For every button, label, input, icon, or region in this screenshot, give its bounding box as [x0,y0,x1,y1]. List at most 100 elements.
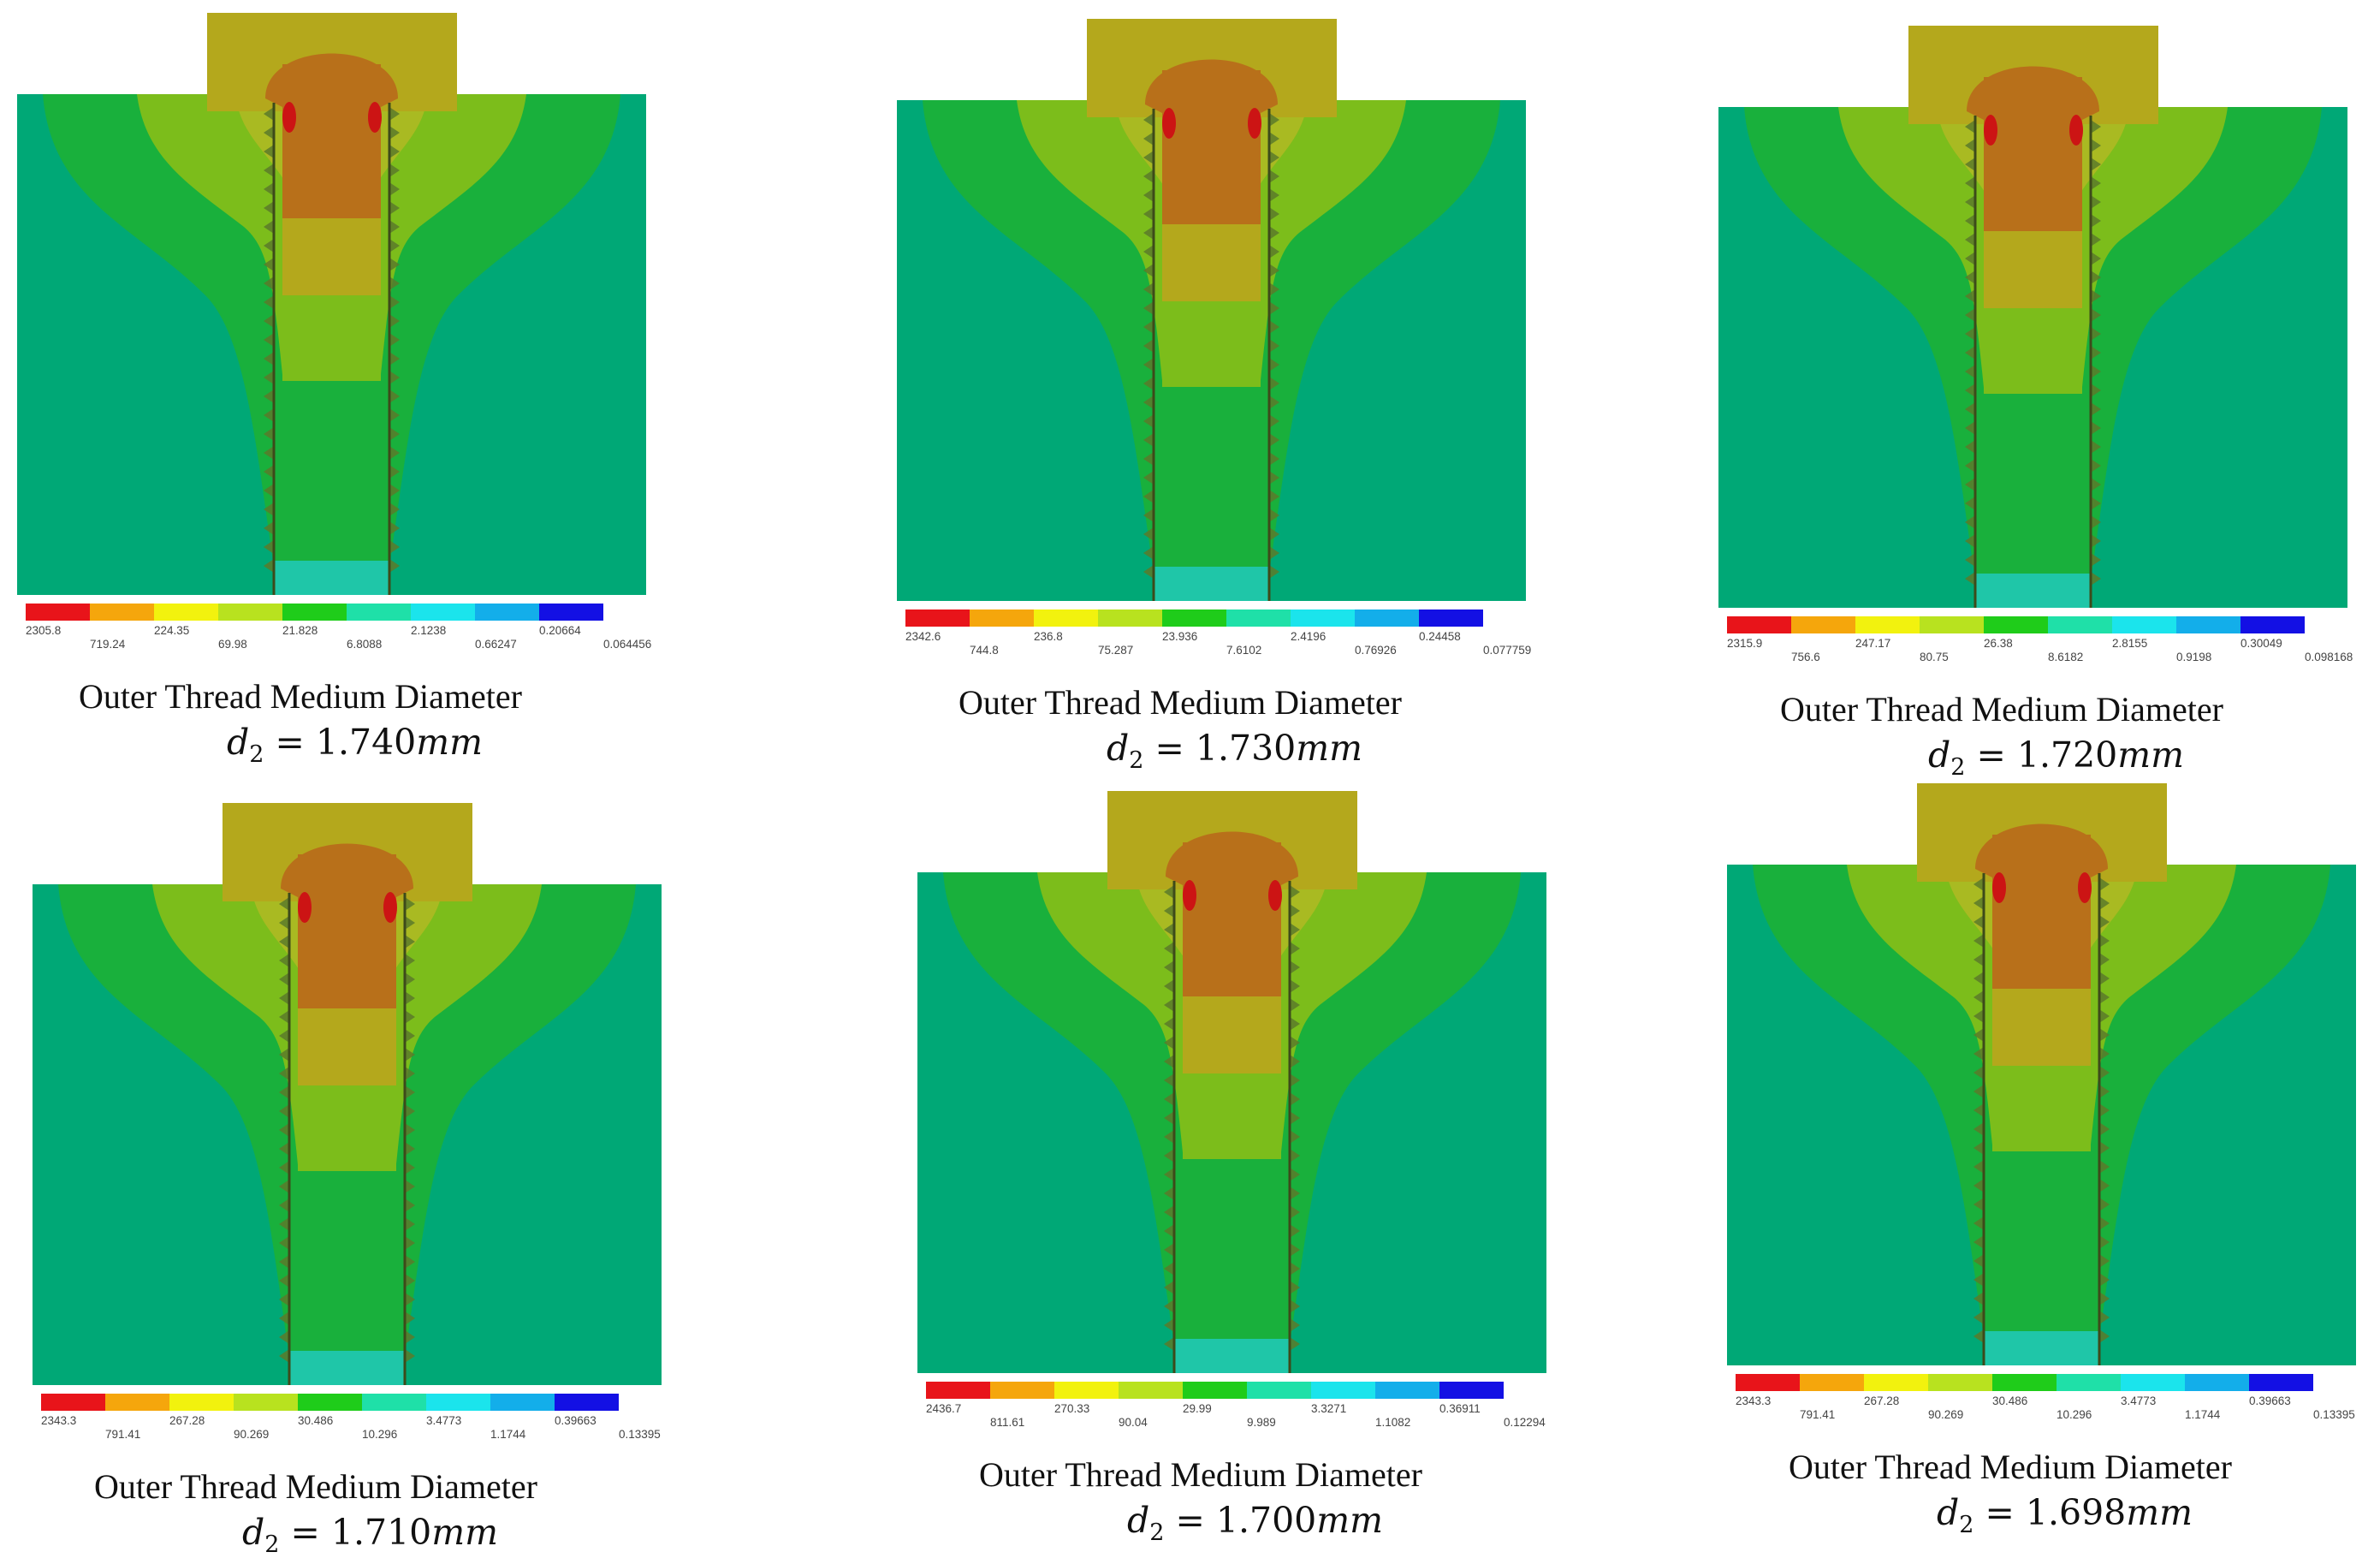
contour-panel-3: 2315.9 247.17 26.38 2.8155 0.30049 756.6 80.75… [1718,26,2353,781]
legend-label: 0.39663 [2249,1394,2291,1407]
legend-swatch [2121,1374,2185,1391]
stress-hotspot [2069,115,2083,146]
legend-label: 2343.3 [1736,1394,1771,1407]
screw-core-top [265,53,398,107]
legend-swatch [1183,1382,1247,1399]
legend-swatch [1375,1382,1439,1399]
legend-label: 75.287 [1098,644,1133,657]
screw-shaft-band [1984,308,2082,394]
stress-hotspot [282,102,296,133]
legend-label: 2315.9 [1727,637,1762,650]
legend-label: 719.24 [90,638,126,651]
legend-label: 2.4196 [1291,630,1326,643]
legend-swatch [1800,1374,1864,1391]
stress-hotspot [1183,880,1196,911]
legend-swatch [1727,616,1791,633]
legend-label: 791.41 [1800,1408,1835,1421]
stress-contour-plot: 2343.3 267.28 30.486 3.4773 0.39663 791.41 90.… [33,803,662,1441]
legend-swatch [539,604,603,621]
legend-swatch [1992,1374,2057,1391]
legend-label: 2436.7 [926,1402,961,1415]
color-legend: 2315.9 247.17 26.38 2.8155 0.30049 756.6 80.75… [1727,616,2353,663]
stress-hotspot [383,892,397,923]
color-legend: 2343.3 267.28 30.486 3.4773 0.39663 791.41 90.… [1736,1374,2355,1421]
screw-core-top [1975,824,2108,877]
screw-core-top [281,843,413,897]
legend-label: 2305.8 [26,624,61,637]
screw-core-top [1145,59,1278,113]
screw-shaft-band [1992,1151,2091,1263]
screw-shaft-band [1984,394,2082,505]
legend-label: 3.4773 [2121,1394,2156,1407]
legend-label: 0.9198 [2176,651,2211,663]
legend-swatch [926,1382,990,1399]
color-legend: 2305.8 224.35 21.828 2.1238 0.20664 719.24 69.… [26,604,651,651]
legend-swatch [1311,1382,1375,1399]
screw-tip [1975,574,2091,608]
legend-swatch [2249,1374,2313,1391]
legend-swatch [362,1394,426,1411]
color-legend: 2342.6 236.8 23.936 2.4196 0.24458 744.8 75.28… [905,610,1531,657]
legend-label: 90.269 [1928,1408,1963,1421]
legend-swatch [1791,616,1855,633]
stress-hotspot [1992,872,2006,903]
legend-swatch [1291,610,1355,627]
legend-label: 0.24458 [1419,630,1461,643]
legend-label: 744.8 [970,644,999,657]
color-legend: 2436.7 270.33 29.99 3.3271 0.36911 811.61 90.0… [926,1382,1546,1429]
screw-shaft-band [1183,1270,1281,1339]
legend-label: 0.13395 [619,1428,661,1441]
screw-shaft-band [1992,1066,2091,1151]
legend-label: 224.35 [154,624,189,637]
legend-swatch [1736,1374,1800,1391]
screw-shaft-band [1992,1263,2091,1331]
contour-panel-2: 2342.6 236.8 23.936 2.4196 0.24458 744.8 75.28… [897,19,1531,774]
screw-shaft-band [298,1171,396,1282]
screw-shaft-band [1162,224,1261,301]
legend-label: 267.28 [1864,1394,1899,1407]
stress-contour-plot: 2342.6 236.8 23.936 2.4196 0.24458 744.8 75.28… [897,19,1531,657]
caption-title: Outer Thread Medium Diameter [1780,690,2223,728]
legend-swatch [234,1394,298,1411]
legend-label: 26.38 [1984,637,2013,650]
caption-title: Outer Thread Medium Diameter [79,677,522,716]
screw-shaft-band [1984,231,2082,308]
screw-tip [1154,567,1269,601]
diameter-value: 1.710 [330,1512,432,1553]
screw-shaft-band [1162,387,1261,498]
legend-label: 21.828 [282,624,318,637]
stress-hotspot [1162,108,1176,139]
legend-swatch [2185,1374,2249,1391]
legend-label: 0.20664 [539,624,581,637]
legend-label: 0.12294 [1504,1416,1546,1429]
legend-swatch [41,1394,105,1411]
legend-swatch [1119,1382,1183,1399]
legend-label: 80.75 [1920,651,1949,663]
screw-tip [289,1351,405,1385]
legend-swatch [426,1394,490,1411]
legend-label: 0.098168 [2305,651,2353,663]
legend-swatch [1984,616,2048,633]
diameter-value: 1.700 [1215,1500,1317,1541]
legend-label: 29.99 [1183,1402,1212,1415]
legend-swatch [2241,616,2305,633]
legend-label: 0.077759 [1483,644,1531,657]
legend-label: 247.17 [1855,637,1890,650]
screw-tip [274,561,389,595]
stress-hotspot [1268,880,1282,911]
legend-swatch [2057,1374,2121,1391]
legend-label: 270.33 [1054,1402,1089,1415]
legend-swatch [475,604,539,621]
screw-shaft-band [282,381,381,492]
legend-swatch [1098,610,1162,627]
stress-contour-plot: 2343.3 267.28 30.486 3.4773 0.39663 791.41 90.… [1727,783,2356,1421]
caption-title: Outer Thread Medium Diameter [979,1455,1422,1494]
contour-panel-1: 2305.8 224.35 21.828 2.1238 0.20664 719.24 69.… [17,13,651,768]
caption-formula: d2 = 1.700mm [1127,1500,1383,1547]
legend-swatch [298,1394,362,1411]
legend-label: 8.6182 [2048,651,2083,663]
screw-tip [1984,1331,2099,1365]
legend-swatch [1419,610,1483,627]
diameter-value: 1.698 [2025,1492,2127,1533]
legend-swatch [1920,616,1984,633]
